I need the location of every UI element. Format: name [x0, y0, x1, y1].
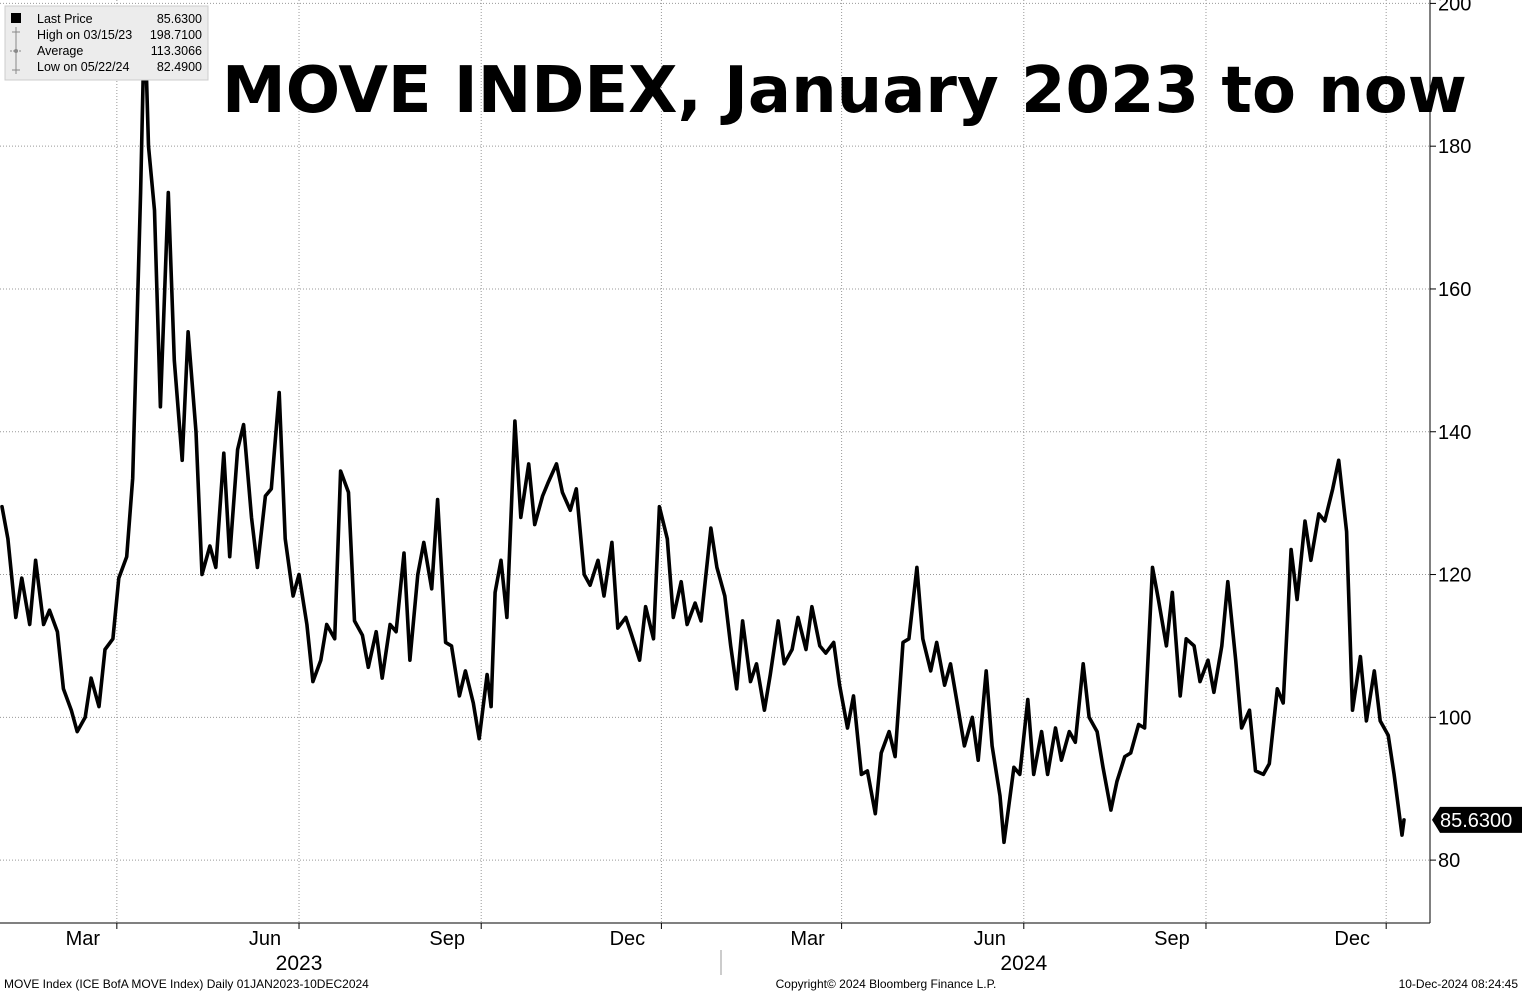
- x-year-label: 2024: [1000, 952, 1047, 975]
- y-axis-ticks: 80 100 120 140 160 180 200: [1430, 0, 1471, 872]
- grid-layer: [0, 0, 1430, 923]
- x-tick-label: Dec: [1334, 928, 1370, 950]
- footer-timestamp: 10-Dec-2024 08:24:45: [1399, 977, 1519, 991]
- series-layer: [0, 10, 1406, 845]
- x-tick-label: Jun: [249, 928, 281, 950]
- legend-box: [4, 5, 209, 81]
- x-tick-label: Mar: [66, 928, 101, 950]
- x-tick-label: Sep: [429, 928, 465, 950]
- footer-source: MOVE Index (ICE BofA MOVE Index) Daily 0…: [4, 977, 369, 991]
- legend-low-marker-icon: [12, 62, 20, 71]
- y-tick-label: 120: [1438, 565, 1471, 587]
- last-value-tag-shape: [1432, 806, 1522, 833]
- x-year-label: 2023: [276, 952, 323, 975]
- legend-label-high: High on 03/15/23: [37, 28, 132, 42]
- legend-value-last-price: 85.6300: [157, 12, 202, 26]
- legend-average-dot-icon: [14, 49, 18, 53]
- legend-value-low: 82.4900: [157, 60, 202, 74]
- last-value-tag-text: 85.6300: [1440, 810, 1512, 832]
- y-tick-label: 100: [1438, 707, 1471, 729]
- legend-label-low: Low on 05/22/24: [37, 60, 129, 74]
- legend-label-average: Average: [37, 44, 83, 58]
- legend-value-high: 198.7100: [150, 28, 202, 42]
- legend-high-marker-icon: [12, 31, 20, 40]
- x-tick-label: Mar: [790, 928, 825, 950]
- y-tick-label: 200: [1438, 0, 1471, 15]
- x-tick-label: Dec: [610, 928, 646, 950]
- x-tick-label: Sep: [1154, 928, 1190, 950]
- legend: Last Price 85.6300 High on 03/15/23 198.…: [4, 5, 209, 81]
- y-tick-label: 80: [1438, 850, 1460, 872]
- x-axis-ticks: Mar Jun Sep Dec Mar Jun Sep Dec 2023 2024: [66, 923, 1387, 975]
- chart-title: MOVE INDEX, January 2023 to now: [222, 54, 1467, 128]
- y-tick-label: 180: [1438, 136, 1471, 158]
- x-tick-label: Jun: [974, 928, 1006, 950]
- legend-last-price-swatch: [11, 13, 21, 23]
- last-value-tag: 85.6300: [1432, 806, 1522, 833]
- footer-copyright: Copyright© 2024 Bloomberg Finance L.P.: [776, 977, 997, 991]
- y-tick-label: 160: [1438, 279, 1471, 301]
- series-line-move-index: [0, 10, 1406, 845]
- legend-value-average: 113.3066: [151, 44, 202, 58]
- legend-label-last-price: Last Price: [37, 12, 93, 26]
- y-tick-label: 140: [1438, 422, 1471, 444]
- axes-layer: [0, 0, 1431, 924]
